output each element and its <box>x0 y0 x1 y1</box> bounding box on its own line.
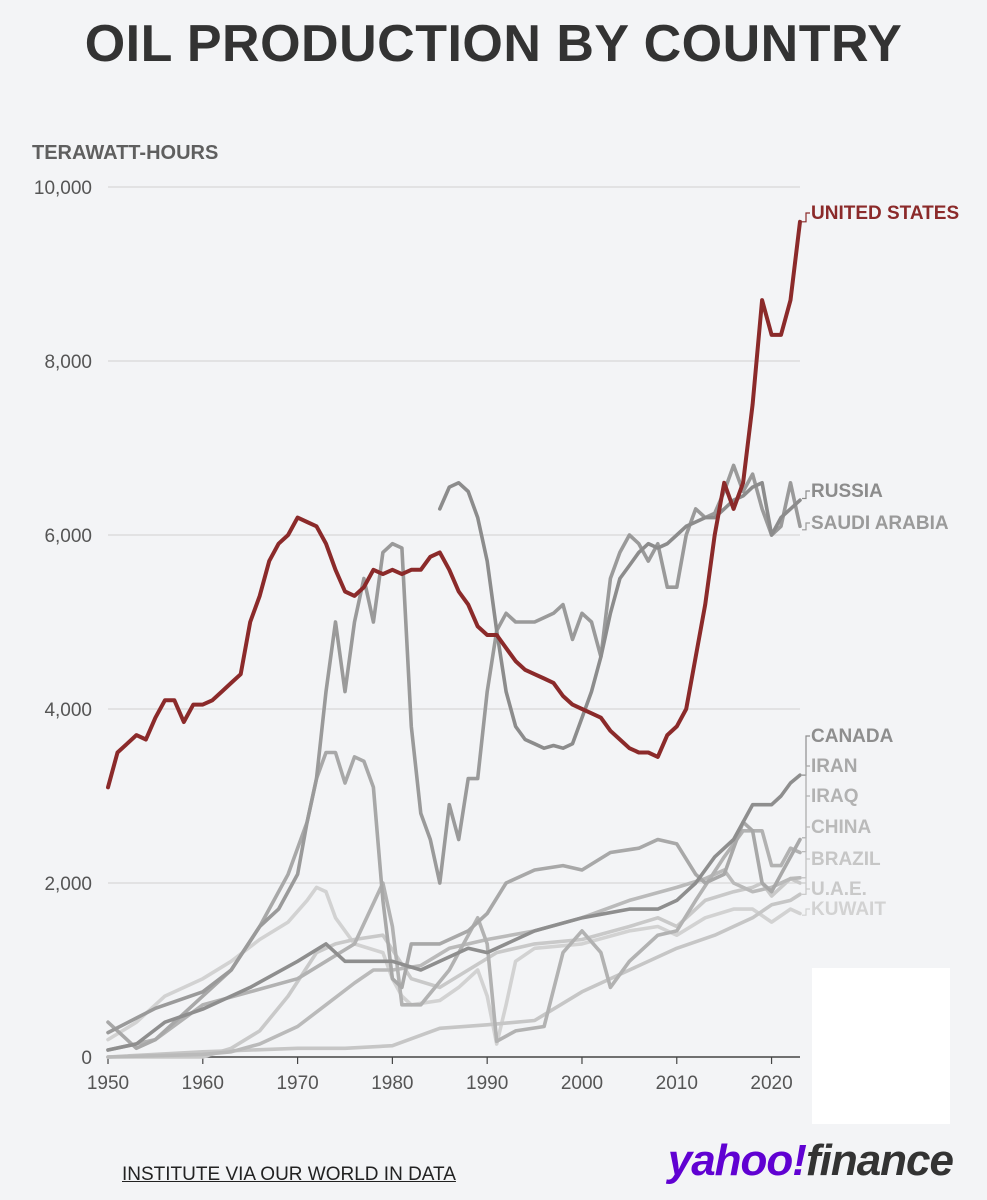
x-tick-label: 2010 <box>656 1073 698 1094</box>
source-credit: INSTITUTE VIA OUR WORLD IN DATA <box>122 1164 456 1185</box>
label-connector <box>802 826 810 879</box>
series-line-iran <box>106 750 802 1051</box>
y-tick-label: 2,000 <box>44 874 92 895</box>
x-tick-label: 1980 <box>371 1073 413 1094</box>
y-tick-label: 4,000 <box>44 700 92 721</box>
series-label: U.A.E. <box>811 879 867 900</box>
series-line-brazil <box>106 892 802 1059</box>
label-connector <box>802 490 810 500</box>
y-axis-label: TERAWATT-HOURS <box>32 142 219 164</box>
x-tick-label: 2020 <box>750 1073 792 1094</box>
series-line-russia <box>438 481 802 750</box>
x-tick-label: 1950 <box>87 1073 129 1094</box>
y-tick-label: 6,000 <box>44 526 92 547</box>
series-label: CHINA <box>811 817 871 838</box>
x-tick-label: 1970 <box>276 1073 318 1094</box>
series-label: IRAQ <box>811 786 859 807</box>
brand-part-yahoo: yahoo <box>667 1136 794 1185</box>
blank-panel <box>812 968 950 1124</box>
series-label: UNITED STATES <box>811 203 959 224</box>
label-connector <box>802 908 810 916</box>
series-label: BRAZIL <box>811 849 881 870</box>
brand-part-finance: finance <box>805 1136 954 1185</box>
label-connector <box>802 882 810 890</box>
y-tick-label: 0 <box>81 1048 92 1069</box>
series-label: SAUDI ARABIA <box>811 513 949 534</box>
x-tick-label: 2000 <box>561 1073 603 1094</box>
series-line-united-states <box>106 219 802 790</box>
series-label: IRAN <box>811 756 857 777</box>
series-line-kuwait <box>106 885 802 1046</box>
series-line-u-a-e- <box>106 876 802 1059</box>
label-connector <box>802 522 810 531</box>
series-label: RUSSIA <box>811 481 883 502</box>
x-tick-label: 1960 <box>182 1073 224 1094</box>
brand-part-exclaim: ! <box>792 1136 807 1185</box>
y-tick-label: 8,000 <box>44 352 92 373</box>
chart-title: OIL PRODUCTION BY COUNTRY <box>84 15 903 73</box>
label-connector <box>802 735 810 776</box>
label-connector <box>802 795 810 853</box>
series-line-canada <box>106 773 802 1052</box>
y-tick-label: 10,000 <box>34 178 92 199</box>
label-connector <box>802 858 810 895</box>
label-connector <box>802 212 810 223</box>
brand-logo: yahoo!finance <box>667 1136 954 1186</box>
series-label: KUWAIT <box>811 899 886 920</box>
x-tick-label: 1990 <box>466 1073 508 1094</box>
series-label: CANADA <box>811 726 894 747</box>
